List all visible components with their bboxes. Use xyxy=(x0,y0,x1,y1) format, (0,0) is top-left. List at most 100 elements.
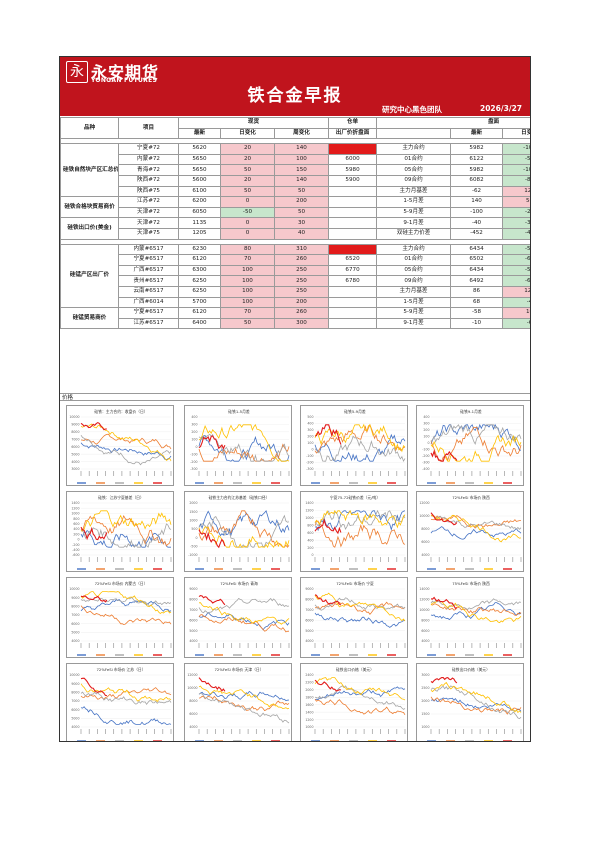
y-tick-label: -300 xyxy=(190,467,197,471)
series-line xyxy=(430,512,458,526)
spot-latest: 6250 xyxy=(178,285,221,298)
series-line xyxy=(198,692,290,724)
chart-svg: 72%FeSi 市场价 江苏（日） 10000 9000 8000 7000 6000 50… xyxy=(69,667,172,741)
y-tick-label: 9000 xyxy=(71,682,79,686)
futures-daily: 126 xyxy=(502,185,530,198)
warehouse-price xyxy=(328,285,378,298)
y-tick-label: 9000 xyxy=(189,587,197,591)
series-line xyxy=(80,596,172,608)
series-line xyxy=(80,598,172,613)
y-tick-label: 1400 xyxy=(71,501,79,505)
y-tick-label: 12000 xyxy=(187,673,197,677)
y-tick-label: 8000 xyxy=(305,598,313,602)
group-label: 硅锰产区出厂价 xyxy=(60,243,119,309)
header-spot: 现货 xyxy=(177,117,330,129)
futures-latest: 6502 xyxy=(450,254,504,266)
y-tick-label: 2000 xyxy=(305,688,313,692)
y-tick-label: -200 xyxy=(190,460,197,464)
y-tick-label: 0 xyxy=(195,445,197,449)
chart-svg: 硅铁主力合约江苏基差（硅铁口径） 2000 1500 1000 500 0 -500 -100… xyxy=(188,495,290,570)
report-page: 永 永安期货 YONGAN FUTURES 铁合金早报 研究中心黑色团队 202… xyxy=(59,56,531,742)
y-tick-label: 1200 xyxy=(305,509,313,513)
y-tick-label: 10000 xyxy=(187,686,197,690)
y-tick-label: 800 xyxy=(73,517,79,521)
futures-daily: -84 xyxy=(502,174,530,187)
series-line xyxy=(430,426,522,462)
chart-panel: 72%FeSi 市场价 天津（日） 12000 10000 8000 6000 4000 xyxy=(184,663,292,741)
y-tick-label: -400 xyxy=(422,467,429,471)
contract-name: 05合约 xyxy=(376,164,452,176)
contract-name: 主力月基差 xyxy=(376,185,452,198)
spot-daily: 50 xyxy=(220,164,275,176)
series-line xyxy=(430,603,522,616)
series-line xyxy=(314,423,406,454)
spot-latest: 6120 xyxy=(178,254,221,266)
chart-title: 硅铁出口价格（美元） xyxy=(336,667,374,672)
series-line xyxy=(314,677,406,701)
chart-title: 72%FeSi 市场价 陕西 xyxy=(452,495,490,500)
warehouse-price: 5900 xyxy=(328,174,378,187)
item-cell: 天津#72 xyxy=(118,206,179,219)
y-tick-label: 4000 xyxy=(71,460,79,464)
y-tick-label: 10000 xyxy=(69,673,79,677)
y-tick-label: 200 xyxy=(307,546,313,550)
table-row: 云南#65176250100250主力月基差8612854 xyxy=(61,285,530,298)
contract-name: 05合约 xyxy=(376,264,452,277)
series-line xyxy=(430,423,522,445)
series-line xyxy=(198,685,290,710)
y-tick-label: 8000 xyxy=(71,430,79,434)
item-cell: 贵州#6517 xyxy=(118,275,179,287)
table-row: 硅锰产区出厂价内蒙#65176230803106690主力合约6434-5824… xyxy=(60,243,530,309)
y-tick-label: 4000 xyxy=(71,639,79,643)
y-tick-label: 100 xyxy=(423,435,429,439)
series-line xyxy=(314,594,342,606)
y-tick-label: 200 xyxy=(191,430,197,434)
series-line xyxy=(80,433,172,450)
chart-title: 硅铁5-9月差 xyxy=(344,409,366,414)
spot-weekly: 250 xyxy=(273,264,330,277)
chart-panel: 硅铁5-9月差 500 400 300 200 100 0 -100 -200 -300 xyxy=(300,405,408,486)
spot-daily: 50 xyxy=(220,185,275,198)
chart-panel: 硅铁主力合约江苏基差（硅铁口径） 2000 1500 1000 500 0 -500 -100… xyxy=(184,491,292,572)
y-tick-label: 6000 xyxy=(189,712,197,716)
y-tick-label: 300 xyxy=(307,428,313,432)
futures-daily: -68 xyxy=(502,275,530,287)
series-line xyxy=(198,509,290,537)
futures-daily: -62 xyxy=(502,254,530,266)
item-cell: 江苏#6517 xyxy=(118,317,179,330)
charts-grid: 硅铁：主力合约：收盘价（日） 10000 9000 8000 7000 6000 5000 4… xyxy=(60,401,530,741)
futures-daily: 128 xyxy=(502,285,530,298)
spot-latest: 6120 xyxy=(178,307,221,319)
y-tick-label: 600 xyxy=(73,522,79,526)
y-tick-label: -100 xyxy=(422,448,429,452)
spot-latest: 1205 xyxy=(178,227,221,240)
spot-daily: 20 xyxy=(220,143,275,155)
spot-weekly: 250 xyxy=(273,275,330,287)
chart-svg: 宁夏75-72硅铁价差（元/吨） 1400 1200 1000 800 600 400 200… xyxy=(305,495,406,570)
contract-name: 5-9月差 xyxy=(376,206,452,219)
series-line xyxy=(198,423,290,462)
y-tick-label: 6000 xyxy=(421,540,429,544)
header-item: 项目 xyxy=(118,116,179,140)
y-tick-label: 2200 xyxy=(305,681,313,685)
y-tick-label: 10000 xyxy=(419,608,429,612)
spot-daily: 100 xyxy=(220,264,275,277)
group-label: 硅锰贸易商价 xyxy=(60,307,119,330)
y-tick-label: 1000 xyxy=(421,725,429,729)
y-tick-label: 6000 xyxy=(71,708,79,712)
warehouse-price: 5970 xyxy=(328,143,378,155)
warehouse-price xyxy=(328,307,378,319)
item-cell: 天津#72 xyxy=(118,217,179,229)
y-tick-label: 14000 xyxy=(419,587,429,591)
warehouse-price: 6770 xyxy=(328,264,378,277)
y-tick-label: 1400 xyxy=(305,710,313,714)
y-tick-label: 1200 xyxy=(305,718,313,722)
spot-latest: 5650 xyxy=(178,164,221,176)
chart-panel: 72%FeSi 市场价 青海 9000 8000 7000 6000 5000 4000 xyxy=(184,577,292,658)
spot-weekly: 200 xyxy=(273,196,330,208)
series-line xyxy=(198,677,226,692)
chart-panel: 75%FeSi 市场价 陕西 14000 12000 10000 8000 6000 400… xyxy=(416,577,524,658)
series-line xyxy=(430,596,458,610)
futures-latest: 6434 xyxy=(450,264,504,277)
